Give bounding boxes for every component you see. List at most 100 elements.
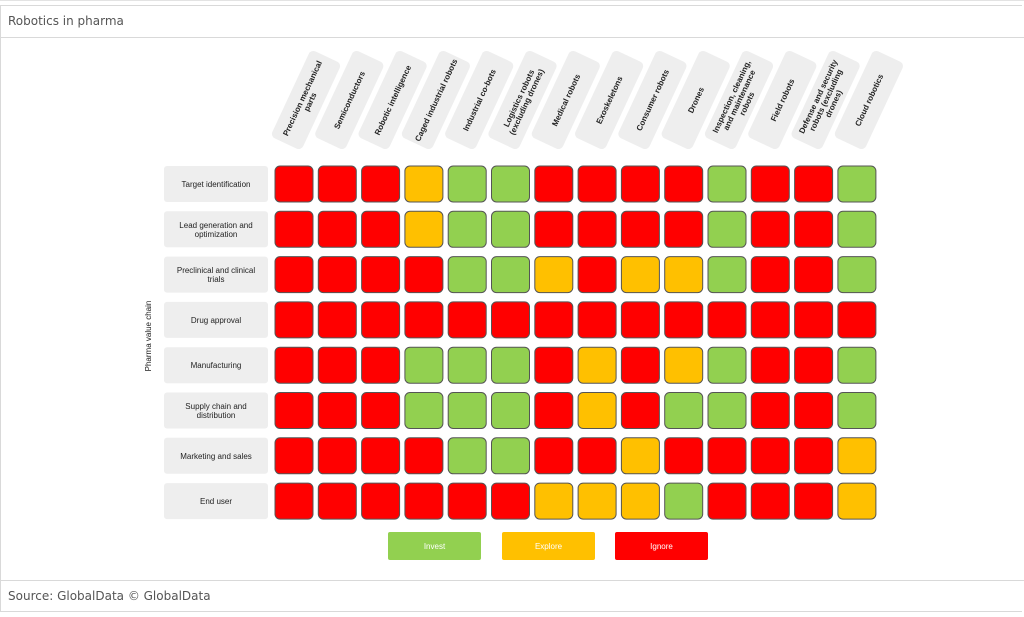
heatmap-cell: [534, 482, 574, 520]
top-border: [0, 0, 1024, 1]
heatmap-cell: [794, 256, 834, 294]
row-label: Manufacturing: [191, 361, 242, 370]
row-label: Lead generation and optimization: [179, 221, 252, 239]
heatmap-cell: [707, 482, 747, 520]
heatmap-cell: [447, 210, 487, 248]
column-header-bg: [791, 50, 860, 150]
heatmap-cell: [491, 301, 530, 339]
heatmap-cell: [837, 346, 877, 384]
heatmap-cell: [317, 301, 357, 339]
legend-swatch: [502, 532, 595, 560]
column-header-bg: [531, 50, 600, 150]
heatmap-cell: [620, 346, 660, 384]
heatmap-cell: [491, 437, 530, 475]
heatmap-cell: [361, 482, 401, 520]
heatmap-cell: [317, 346, 357, 384]
title-separator: [0, 37, 1024, 38]
heatmap-cell: [274, 165, 314, 203]
heatmap-cell: [577, 346, 617, 384]
heatmap-cell: [794, 301, 834, 339]
heatmap-cell: [534, 301, 574, 339]
heatmap-cell: [534, 210, 574, 248]
heatmap-cell: [837, 165, 877, 203]
column-header-bg: [834, 50, 903, 150]
heatmap-cell: [274, 437, 314, 475]
chart-frame: [0, 5, 1022, 612]
heatmap-cell: [837, 437, 877, 475]
heatmap-cell: [274, 210, 314, 248]
column-header-bg: [488, 50, 557, 150]
heatmap-cell: [707, 437, 747, 475]
heatmap-cell: [361, 346, 401, 384]
column-header-bg: [358, 50, 427, 150]
heatmap-cell: [664, 437, 704, 475]
heatmap-cell: [404, 210, 444, 248]
heatmap-cell: [447, 482, 487, 520]
heatmap-cell: [794, 482, 834, 520]
heatmap-cell: [837, 392, 877, 429]
heatmap-cell: [664, 392, 704, 429]
heatmap-cell: [750, 165, 790, 203]
heatmap-cell: [750, 437, 790, 475]
heatmap-cell: [491, 210, 530, 248]
column-header: Exoskeletons: [575, 50, 644, 150]
row-label-bg: [164, 301, 268, 338]
heatmap-cell: [404, 346, 444, 384]
row-label-bg: [164, 392, 268, 429]
column-header-bg: [575, 50, 644, 150]
heatmap-cell: [577, 301, 617, 339]
heatmap-cell: [707, 392, 747, 429]
column-header-bg: [661, 50, 730, 150]
heatmap-cell: [794, 392, 834, 429]
row-label-bg: [164, 437, 268, 474]
heatmap-cell: [664, 165, 704, 203]
heatmap-cell: [620, 392, 660, 429]
heatmap-cell: [837, 301, 877, 339]
heatmap-cell: [577, 165, 617, 203]
row-label: End user: [200, 497, 232, 506]
heatmap-cell: [404, 437, 444, 475]
heatmap-cell: [837, 482, 877, 520]
row-label: Target identification: [182, 180, 251, 189]
heatmap-cell: [707, 256, 747, 294]
heatmap-cell: [577, 437, 617, 475]
heatmap-cell: [620, 301, 660, 339]
row-label-bg: [164, 347, 268, 384]
heatmap-cell: [404, 165, 444, 203]
heatmap-cell: [317, 210, 357, 248]
column-header-bg: [445, 50, 514, 150]
heatmap-cell: [274, 392, 314, 429]
heatmap-cell: [447, 392, 487, 429]
heatmap-cell: [750, 482, 790, 520]
row-label: Drug approval: [191, 316, 241, 325]
heatmap-cell: [794, 437, 834, 475]
legend-label: Invest: [424, 542, 446, 551]
column-header-bg: [618, 50, 687, 150]
heatmap-cell: [317, 256, 357, 294]
heatmap-cell: [274, 482, 314, 520]
heatmap-cell: [664, 256, 704, 294]
heatmap-cell: [837, 210, 877, 248]
heatmap-cell: [447, 346, 487, 384]
row-label-bg: [164, 211, 268, 248]
heatmap-cell: [620, 482, 660, 520]
heatmap-cell: [447, 165, 487, 203]
column-header: Drones: [661, 50, 730, 150]
heatmap-cell: [577, 256, 617, 294]
legend-label: Explore: [535, 542, 563, 551]
heatmap-cell: [707, 165, 747, 203]
heatmap-cell: [707, 346, 747, 384]
row-label: Marketing and sales: [180, 452, 252, 461]
heatmap-cell: [404, 301, 444, 339]
heatmap-cell: [707, 210, 747, 248]
column-header-bg: [704, 50, 774, 150]
heatmap-cell: [361, 437, 401, 475]
heatmap-cell: [491, 392, 530, 429]
heatmap-cell: [274, 346, 314, 384]
heatmap-cell: [317, 437, 357, 475]
heatmap-cell: [361, 165, 401, 203]
heatmap-cell: [447, 256, 487, 294]
heatmap-cell: [317, 392, 357, 429]
heatmap-cell: [707, 301, 747, 339]
